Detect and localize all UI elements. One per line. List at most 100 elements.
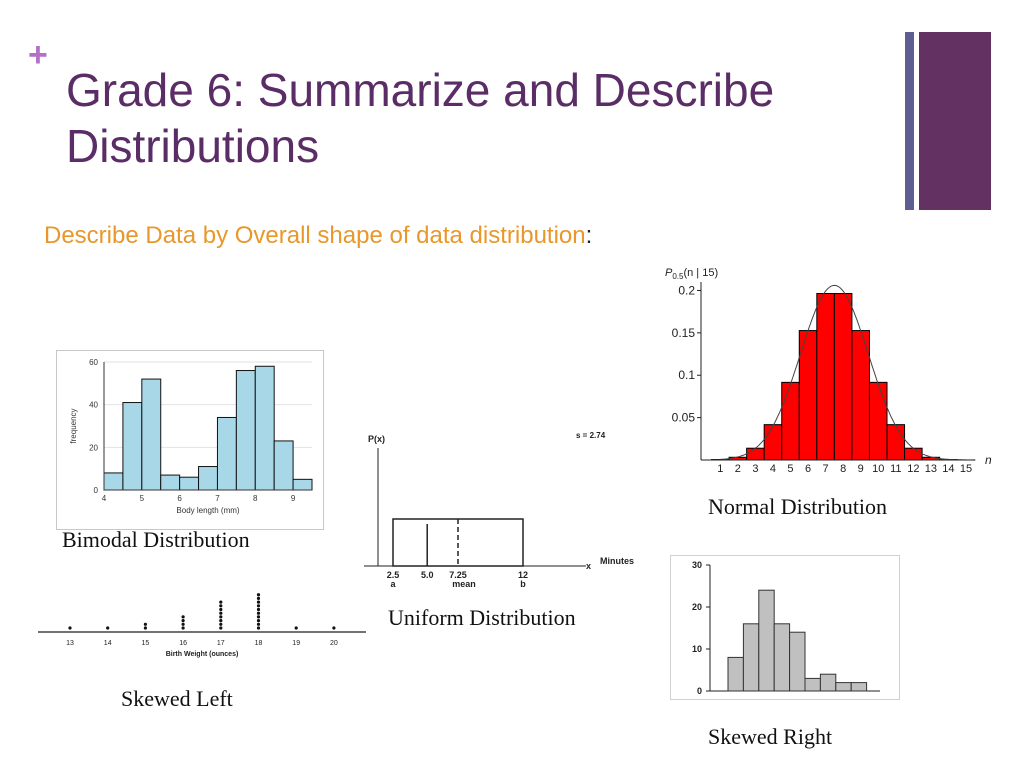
normal-xtick: 12 [907, 463, 919, 475]
skewleft-dot [143, 622, 147, 626]
normal-ytick: 0.1 [678, 368, 695, 382]
slide-title: Grade 6: Summarize and Describe Distribu… [66, 64, 775, 172]
bimodal-bar [179, 476, 200, 491]
normal-xtick: 6 [805, 463, 811, 475]
bimodal-frame [56, 350, 324, 530]
uniform-xtick: 5.0 [421, 570, 434, 580]
bimodal-ytick: 0 [94, 486, 99, 495]
bimodal-bar [216, 416, 237, 491]
skewleft-dot [219, 607, 223, 612]
skewleft-dot [294, 626, 298, 630]
skewleft-xtick: 15 [142, 640, 150, 647]
bimodal-xtick: 5 [140, 494, 145, 503]
bimodal-bar [122, 402, 143, 491]
skewright-ytick: 30 [692, 560, 702, 570]
bimodal-ytick: 20 [89, 443, 98, 452]
decorative-bar-wide [919, 32, 991, 210]
normal-xtick: 15 [960, 463, 972, 475]
bimodal-bar [292, 478, 313, 491]
normal-bar [763, 424, 783, 461]
bimodal-ytick: 40 [89, 401, 98, 410]
caption-uniform: Uniform Distribution [388, 605, 576, 630]
skewleft-xtick: 14 [104, 640, 112, 647]
skewleft-dot [219, 622, 223, 626]
bimodal-bar [235, 370, 256, 491]
bimodal-histogram: 0 20 40 60 4 5 6 7 8 9 Body length (mm) frequency [56, 350, 324, 530]
skewleft-dot [219, 600, 223, 604]
slide-subtitle: Describe Data by Overall shape of data d… [44, 222, 592, 250]
skewright-ytick: 0 [697, 686, 702, 696]
bimodal-xtick: 6 [177, 494, 182, 503]
skewleft-dot [219, 626, 223, 630]
skewleft-dot [219, 615, 223, 619]
caption-bimodal: Bimodal Distribution [62, 527, 250, 552]
caption-skewed-right: Skewed Right [708, 724, 833, 749]
normal-xtick: 5 [787, 463, 793, 475]
normal-bar [868, 381, 888, 461]
decorative-bar-thin [905, 32, 914, 210]
skewright-bar [758, 589, 775, 692]
uniform-xtick: 12 [518, 570, 528, 580]
normal-xtick: 7 [823, 463, 829, 475]
skewleft-dot [256, 600, 261, 604]
skewleft-dot [256, 604, 261, 608]
normal-curve [720, 284, 966, 461]
normal-xtick: 9 [858, 463, 864, 475]
bimodal-ylabel: frequency [69, 408, 78, 443]
skewright-bar [789, 631, 806, 692]
bimodal-ytick: 60 [89, 358, 98, 367]
bimodal-bar [141, 378, 162, 491]
skewleft-dot [219, 611, 223, 615]
skewleft-dot [181, 622, 185, 626]
normal-bar [886, 424, 906, 461]
bimodal-bar [160, 474, 181, 491]
skewleft-dot [256, 593, 261, 597]
skewleft-xtick: 18 [255, 640, 263, 647]
plus-bullet: + [28, 36, 48, 74]
normal-xtick: 13 [925, 463, 937, 475]
skewleft-dot [68, 626, 72, 630]
bimodal-xtick: 8 [253, 494, 258, 503]
uniform-xlabel: x [586, 561, 591, 571]
normal-bar [816, 293, 835, 461]
normal-xtick: 3 [752, 463, 758, 475]
bimodal-bar [103, 472, 124, 491]
skewleft-dot [256, 607, 261, 612]
normal-bar [904, 447, 923, 461]
skewed-left-dotplot: 13 14 15 16 17 18 19 20 Birth Weight (ounces) [38, 593, 366, 658]
skewright-bar [850, 682, 868, 692]
normal-xtick: 8 [840, 463, 846, 475]
uniform-distribution: P(x) x Minutes s = 2.74 2.5 5.0 7.25 12 a mean b [364, 431, 634, 589]
skewleft-dot [256, 615, 261, 619]
skewleft-dot [219, 619, 223, 623]
skewleft-xlabel: Birth Weight (ounces) [166, 651, 239, 658]
skewleft-dot [181, 619, 185, 623]
uniform-xtick: 2.5 [387, 570, 400, 580]
normal-xtick: 10 [872, 463, 884, 475]
skewleft-dot [181, 626, 185, 630]
normal-ylabel: P0.5(n | 15) [665, 267, 718, 281]
skewright-ytick: 20 [692, 602, 702, 612]
uniform-unit-label: Minutes [600, 556, 634, 566]
subtitle-colon: : [585, 222, 593, 249]
normal-bar [781, 381, 800, 461]
skewright-bar [804, 677, 821, 692]
normal-xlabel: n [985, 453, 992, 467]
skewed-right-histogram: 0 10 20 30 [670, 555, 900, 700]
normal-ytick: 0.05 [672, 411, 696, 425]
skewleft-dot [256, 622, 261, 626]
normal-xtick: 2 [735, 463, 741, 475]
bimodal-xtick: 4 [102, 494, 107, 503]
skewleft-xtick: 17 [217, 640, 225, 647]
caption-normal: Normal Distribution [708, 494, 888, 519]
skewleft-dot [256, 619, 261, 623]
bimodal-xlabel: Body length (mm) [176, 506, 239, 515]
normal-xtick: 1 [717, 463, 723, 475]
uniform-sublabel-b: b [520, 579, 526, 589]
skewleft-dot [332, 626, 336, 630]
normal-ytick: 0.15 [672, 326, 696, 340]
skewright-bar [773, 623, 791, 692]
skewleft-dot [106, 626, 110, 630]
bimodal-xtick: 9 [291, 494, 296, 503]
bimodal-bar [273, 440, 294, 491]
